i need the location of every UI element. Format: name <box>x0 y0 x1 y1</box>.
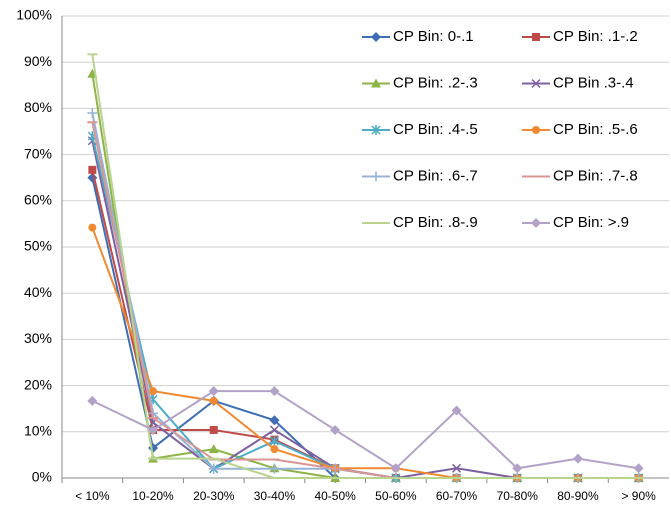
legend-item: CP Bin: .8-.9 <box>362 214 478 231</box>
series-line <box>91 135 639 479</box>
x-tick-label: 60-70% <box>436 489 478 503</box>
y-tick-label: 60% <box>24 192 52 208</box>
legend-label: CP Bin: .8-.9 <box>393 214 478 231</box>
legend-item: CP Bin: .7-.8 <box>522 167 638 184</box>
y-tick-label: 80% <box>24 99 52 115</box>
marker <box>532 126 540 134</box>
series-line <box>91 390 639 470</box>
marker <box>209 425 218 434</box>
marker <box>512 463 523 474</box>
legend-label: CP Bin: .2-.3 <box>393 74 478 91</box>
marker <box>371 171 381 182</box>
marker <box>531 78 541 89</box>
series <box>87 108 644 483</box>
y-tick-label: 0% <box>32 469 52 485</box>
marker <box>87 395 98 406</box>
marker <box>269 436 279 447</box>
y-tick-label: 100% <box>16 7 52 23</box>
y-tick-label: 90% <box>24 53 52 69</box>
x-tick-label: 80-90% <box>557 489 599 503</box>
marker <box>208 386 219 397</box>
legend-label: CP Bin .3-.4 <box>553 74 634 91</box>
marker <box>269 415 280 426</box>
legend-label: CP Bin: 0-.1 <box>393 28 474 45</box>
marker <box>572 453 583 464</box>
legend-item: CP Bin: >.9 <box>522 214 629 231</box>
y-tick-label: 30% <box>24 330 52 346</box>
series <box>87 53 644 479</box>
marker <box>531 218 541 228</box>
legend-item: CP Bin: .2-.3 <box>362 74 478 91</box>
x-tick-label: > 90% <box>621 489 656 503</box>
legend-label: CP Bin: >.9 <box>553 214 629 231</box>
marker <box>269 425 279 435</box>
y-tick-label: 20% <box>24 376 52 392</box>
marker <box>87 108 98 119</box>
legend-label: CP Bin: .5-.6 <box>553 121 638 138</box>
marker <box>88 223 97 232</box>
marker <box>451 405 462 416</box>
x-tick-label: 10-20% <box>132 489 174 503</box>
legend-item: CP Bin: .4-.5 <box>362 121 478 138</box>
marker <box>371 78 381 88</box>
legend-label: CP Bin: .7-.8 <box>553 167 638 184</box>
x-tick-label: < 10% <box>75 489 110 503</box>
legend-label: CP Bin: .6-.7 <box>393 167 478 184</box>
marker <box>269 463 280 474</box>
marker <box>209 396 218 405</box>
y-tick-label: 70% <box>24 145 52 161</box>
series-line <box>91 140 639 480</box>
marker <box>208 444 219 454</box>
series <box>88 223 643 482</box>
x-tick-label: 20-30% <box>193 489 235 503</box>
x-tick-label: 30-40% <box>254 489 296 503</box>
legend-label: CP Bin: .1-.2 <box>553 28 638 45</box>
x-tick-label: 40-50% <box>314 489 356 503</box>
marker <box>148 424 159 435</box>
marker <box>269 386 280 397</box>
y-tick-label: 10% <box>24 423 52 439</box>
x-tick-label: 70-80% <box>497 489 539 503</box>
y-tick-label: 40% <box>24 284 52 300</box>
legend-item: CP Bin .3-.4 <box>522 74 634 91</box>
legend-item: CP Bin: 0-.1 <box>362 28 474 45</box>
legend-item: CP Bin: .5-.6 <box>522 121 638 138</box>
marker <box>88 165 97 174</box>
marker <box>371 125 381 135</box>
marker <box>330 424 341 435</box>
marker <box>371 32 381 42</box>
legend-item: CP Bin: .6-.7 <box>362 167 478 184</box>
marker <box>149 387 158 396</box>
legend-label: CP Bin: .4-.5 <box>393 121 478 138</box>
series-line <box>91 54 639 479</box>
y-tick-label: 50% <box>24 238 52 254</box>
x-tick-label: 50-60% <box>375 489 417 503</box>
marker <box>532 33 540 41</box>
marker <box>633 463 644 474</box>
legend-item: CP Bin: .1-.2 <box>522 28 638 45</box>
marker <box>208 463 219 474</box>
marker <box>452 463 462 473</box>
marker <box>390 463 401 474</box>
series-line <box>91 227 639 479</box>
series <box>87 386 644 474</box>
marker <box>270 445 279 454</box>
